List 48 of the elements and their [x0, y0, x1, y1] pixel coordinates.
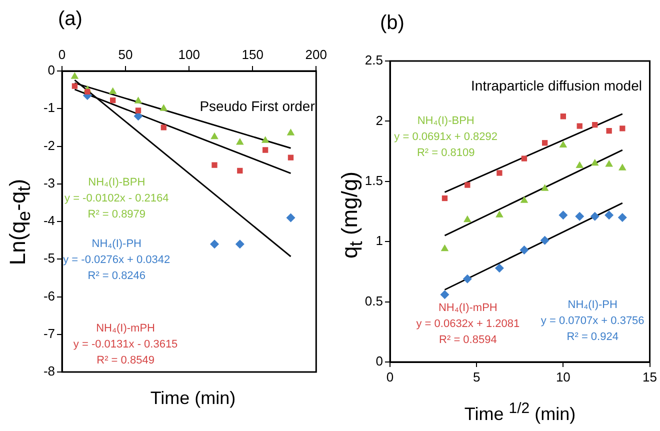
- x-axis-title: Time $^{1/2}$ (min): [464, 400, 576, 425]
- text: NH₄(I)-mPH: [96, 322, 156, 334]
- x-tick-label: 15: [642, 369, 658, 384]
- annotation: y = -0.0131x - 0.3615: [73, 338, 178, 350]
- y-tick-label: -8: [43, 364, 55, 379]
- annotation: R² = 0.8549: [96, 354, 154, 366]
- x-tick-label: 150: [242, 46, 264, 62]
- y-tick-label: 0: [376, 354, 383, 369]
- x-tick-label: 0: [386, 369, 394, 384]
- annotation: y = 0.0691x + 0.8292: [394, 131, 498, 144]
- x-tick-label: 5: [472, 369, 480, 384]
- x-tick-label: 0: [58, 46, 66, 62]
- y-tick-label: 0.5: [364, 293, 383, 308]
- annotation: R² = 0.924: [566, 330, 618, 343]
- annotation: R² = 0.8594: [439, 334, 497, 346]
- text: NH₄(I)-PH: [568, 298, 618, 311]
- x-tick-label: 50: [118, 46, 133, 62]
- x-tick-label: 10: [556, 369, 570, 384]
- y-tick-label: -1: [43, 100, 55, 116]
- annotation: R² = 0.8246: [88, 270, 146, 282]
- annotation: y = 0.0632x + 1.2081: [416, 318, 520, 330]
- y-tick-label: 1: [376, 233, 383, 248]
- text: NH₄(I)-BPH: [417, 115, 474, 128]
- x-tick-label: 200: [305, 46, 328, 62]
- text: NH₄(I)-BPH: [88, 176, 146, 188]
- annotation: R² = 0.8979: [88, 208, 146, 220]
- x-tick-label: 100: [178, 46, 200, 62]
- y-tick-label: 0: [48, 62, 55, 78]
- annotation: y = 0.0707x + 0.3756: [540, 314, 644, 327]
- text: Intraparticle diffusion model: [471, 78, 642, 94]
- annotation: y = -0.0276x + 0.0342: [63, 254, 170, 266]
- chart-title: (b): [380, 12, 404, 35]
- x-axis-title: Time (min): [150, 388, 236, 409]
- y-tick-label: -3: [43, 175, 55, 190]
- y-tick-label: 2.5: [364, 52, 383, 68]
- y-tick-label: -2: [43, 138, 55, 153]
- y-tick-label: 1.5: [364, 172, 383, 188]
- y-tick-label: -7: [43, 326, 55, 341]
- text: NH₄(I)-PH: [92, 238, 142, 250]
- annotation: R² = 0.8109: [416, 147, 475, 160]
- y-tick-label: 2: [376, 112, 383, 128]
- y-tick-label: -5: [43, 250, 55, 266]
- y-tick-label: -6: [43, 288, 55, 304]
- chart-title: (a): [58, 8, 82, 31]
- y-tick-label: -4: [43, 213, 55, 228]
- text: NH₄(I)-mPH: [438, 302, 498, 314]
- annotation: y = -0.0102x - 0.2164: [64, 192, 169, 204]
- text: Pseudo First order: [200, 98, 316, 114]
